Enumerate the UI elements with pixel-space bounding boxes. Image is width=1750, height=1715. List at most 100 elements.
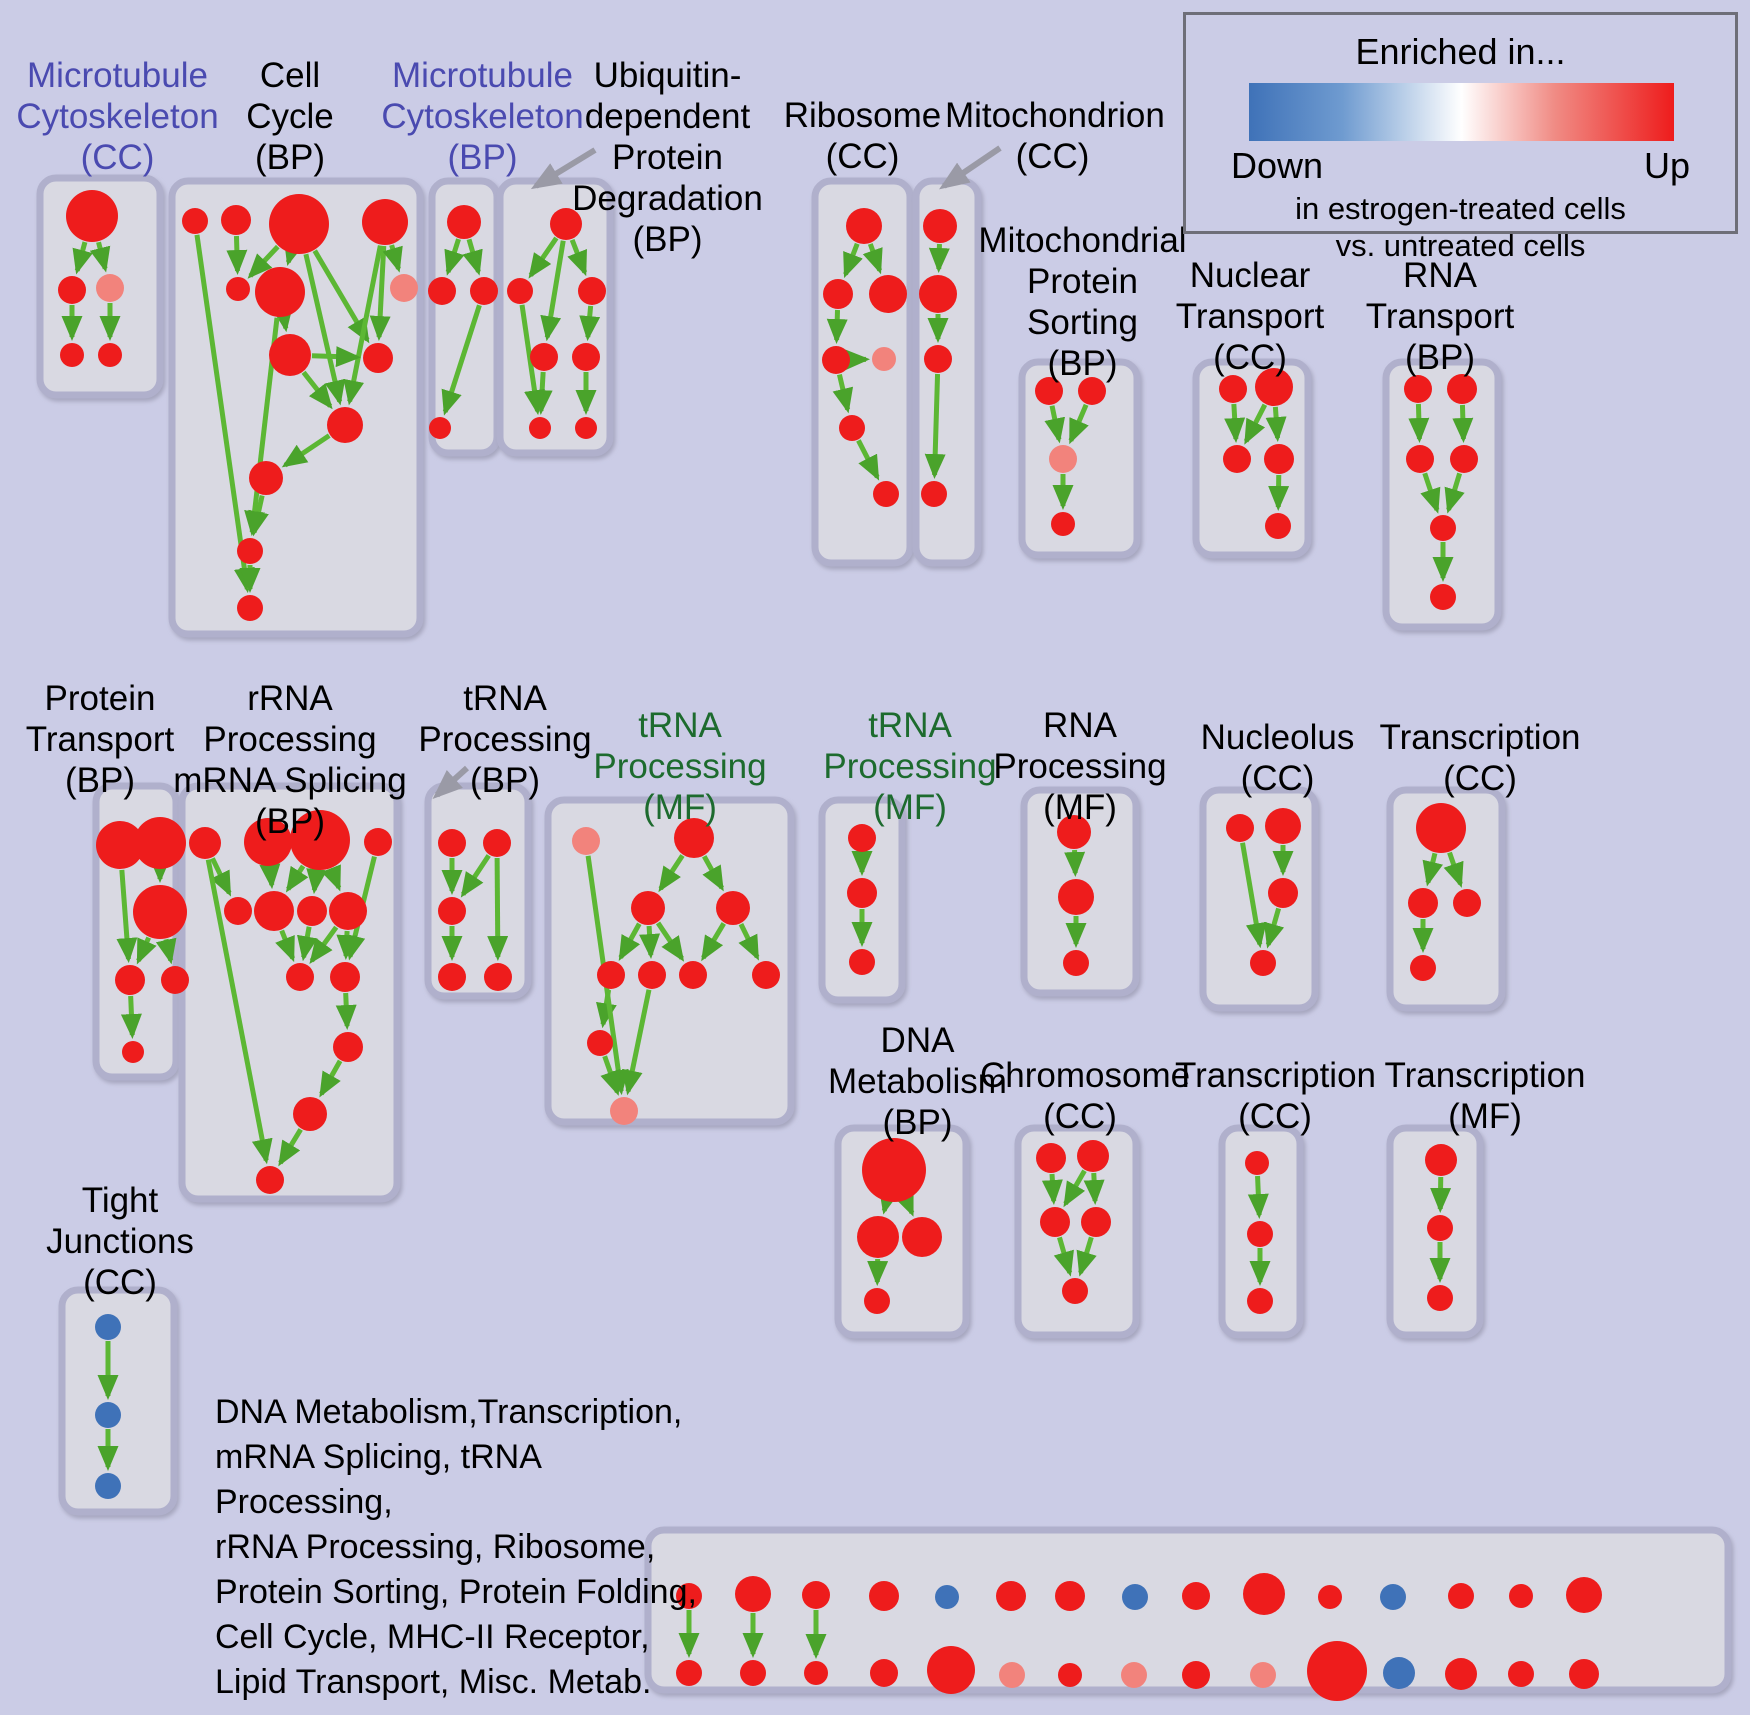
go-term-node[interactable] <box>1566 1577 1602 1613</box>
go-term-node[interactable] <box>438 897 466 925</box>
go-term-node[interactable] <box>95 1314 121 1340</box>
go-term-node[interactable] <box>1035 377 1063 405</box>
go-term-node[interactable] <box>293 1097 327 1131</box>
go-term-node[interactable] <box>1318 1585 1342 1609</box>
go-term-node[interactable] <box>924 345 952 373</box>
go-term-node[interactable] <box>1404 375 1432 403</box>
go-term-node[interactable] <box>1408 888 1438 918</box>
go-term-node[interactable] <box>1508 1661 1534 1687</box>
go-term-node[interactable] <box>923 209 957 243</box>
go-term-node[interactable] <box>507 278 533 304</box>
go-term-node[interactable] <box>638 961 666 989</box>
cluster-box-tight-junctions-cc[interactable] <box>58 1286 178 1516</box>
go-term-node[interactable] <box>572 343 600 371</box>
go-term-node[interactable] <box>1182 1661 1210 1689</box>
go-term-node[interactable] <box>221 205 251 235</box>
cluster-box-misc-wide-cluster[interactable] <box>644 1526 1732 1694</box>
go-term-node[interactable] <box>58 276 86 304</box>
go-term-node[interactable] <box>364 828 392 856</box>
go-term-node[interactable] <box>96 274 124 302</box>
go-term-node[interactable] <box>587 1030 613 1056</box>
go-term-node[interactable] <box>249 461 283 495</box>
go-term-node[interactable] <box>1265 513 1291 539</box>
go-term-node[interactable] <box>1226 814 1254 842</box>
go-term-node[interactable] <box>1448 1583 1474 1609</box>
go-term-node[interactable] <box>1077 1140 1109 1172</box>
go-term-node[interactable] <box>822 346 850 374</box>
cluster-box-trna-processing-bp[interactable] <box>424 782 532 1000</box>
go-term-node[interactable] <box>530 343 558 371</box>
go-term-node[interactable] <box>679 961 707 989</box>
go-term-node[interactable] <box>98 343 122 367</box>
go-term-node[interactable] <box>237 595 263 621</box>
go-term-node[interactable] <box>1040 1207 1070 1237</box>
go-term-node[interactable] <box>872 347 896 371</box>
go-term-node[interactable] <box>256 1166 284 1194</box>
go-term-node[interactable] <box>447 205 481 239</box>
cluster-box-chromosome-cc[interactable] <box>1014 1124 1140 1339</box>
go-term-node[interactable] <box>1243 1573 1285 1615</box>
go-term-node[interactable] <box>1223 445 1251 473</box>
go-term-node[interactable] <box>1425 1144 1457 1176</box>
go-term-node[interactable] <box>610 1097 638 1125</box>
go-term-node[interactable] <box>290 810 350 870</box>
go-term-node[interactable] <box>1406 445 1434 473</box>
go-term-node[interactable] <box>1383 1657 1415 1689</box>
go-term-node[interactable] <box>95 1473 121 1499</box>
go-term-node[interactable] <box>1265 808 1301 844</box>
go-term-node[interactable] <box>330 962 360 992</box>
go-term-node[interactable] <box>847 878 877 908</box>
go-term-node[interactable] <box>1051 512 1075 536</box>
go-term-node[interactable] <box>921 481 947 507</box>
go-term-node[interactable] <box>1058 879 1094 915</box>
go-term-node[interactable] <box>161 966 189 994</box>
cluster-box-transcription-cc-top[interactable] <box>1386 786 1506 1012</box>
go-term-node[interactable] <box>575 417 597 439</box>
go-term-node[interactable] <box>484 963 512 991</box>
go-term-node[interactable] <box>1121 1662 1147 1688</box>
go-term-node[interactable] <box>804 1661 828 1685</box>
go-term-node[interactable] <box>529 417 551 439</box>
go-term-node[interactable] <box>1430 515 1456 541</box>
go-term-node[interactable] <box>133 885 187 939</box>
go-term-node[interactable] <box>1255 368 1293 406</box>
go-term-node[interactable] <box>1055 1581 1085 1611</box>
go-term-node[interactable] <box>848 824 876 852</box>
go-term-node[interactable] <box>182 208 208 234</box>
go-term-node[interactable] <box>363 343 393 373</box>
go-term-node[interactable] <box>1219 375 1247 403</box>
go-term-node[interactable] <box>927 1646 975 1694</box>
go-term-node[interactable] <box>935 1585 959 1609</box>
go-term-node[interactable] <box>735 1576 771 1612</box>
go-term-node[interactable] <box>1247 1288 1273 1314</box>
go-term-node[interactable] <box>244 818 292 866</box>
go-term-node[interactable] <box>237 538 263 564</box>
go-term-node[interactable] <box>327 407 363 443</box>
go-term-node[interactable] <box>333 1032 363 1062</box>
go-term-node[interactable] <box>1245 1151 1269 1175</box>
go-term-node[interactable] <box>1416 803 1466 853</box>
go-term-node[interactable] <box>1427 1285 1453 1311</box>
go-term-node[interactable] <box>902 1217 942 1257</box>
go-term-node[interactable] <box>438 829 466 857</box>
go-term-node[interactable] <box>631 891 665 925</box>
go-term-node[interactable] <box>1250 950 1276 976</box>
go-term-node[interactable] <box>438 963 466 991</box>
go-term-node[interactable] <box>95 1402 121 1428</box>
go-term-node[interactable] <box>676 1583 702 1609</box>
go-term-node[interactable] <box>96 821 144 869</box>
go-term-node[interactable] <box>115 965 145 995</box>
go-term-node[interactable] <box>919 275 957 313</box>
go-term-node[interactable] <box>1247 1221 1273 1247</box>
go-term-node[interactable] <box>996 1581 1026 1611</box>
go-term-node[interactable] <box>674 818 714 858</box>
go-term-node[interactable] <box>470 277 498 305</box>
go-term-node[interactable] <box>1057 815 1091 849</box>
go-term-node[interactable] <box>362 199 408 245</box>
go-term-node[interactable] <box>134 817 186 869</box>
go-term-node[interactable] <box>483 829 511 857</box>
go-term-node[interactable] <box>869 1581 899 1611</box>
go-term-node[interactable] <box>1081 1207 1111 1237</box>
go-term-node[interactable] <box>1058 1663 1082 1687</box>
cluster-box-nucleolus-cc[interactable] <box>1199 786 1319 1012</box>
